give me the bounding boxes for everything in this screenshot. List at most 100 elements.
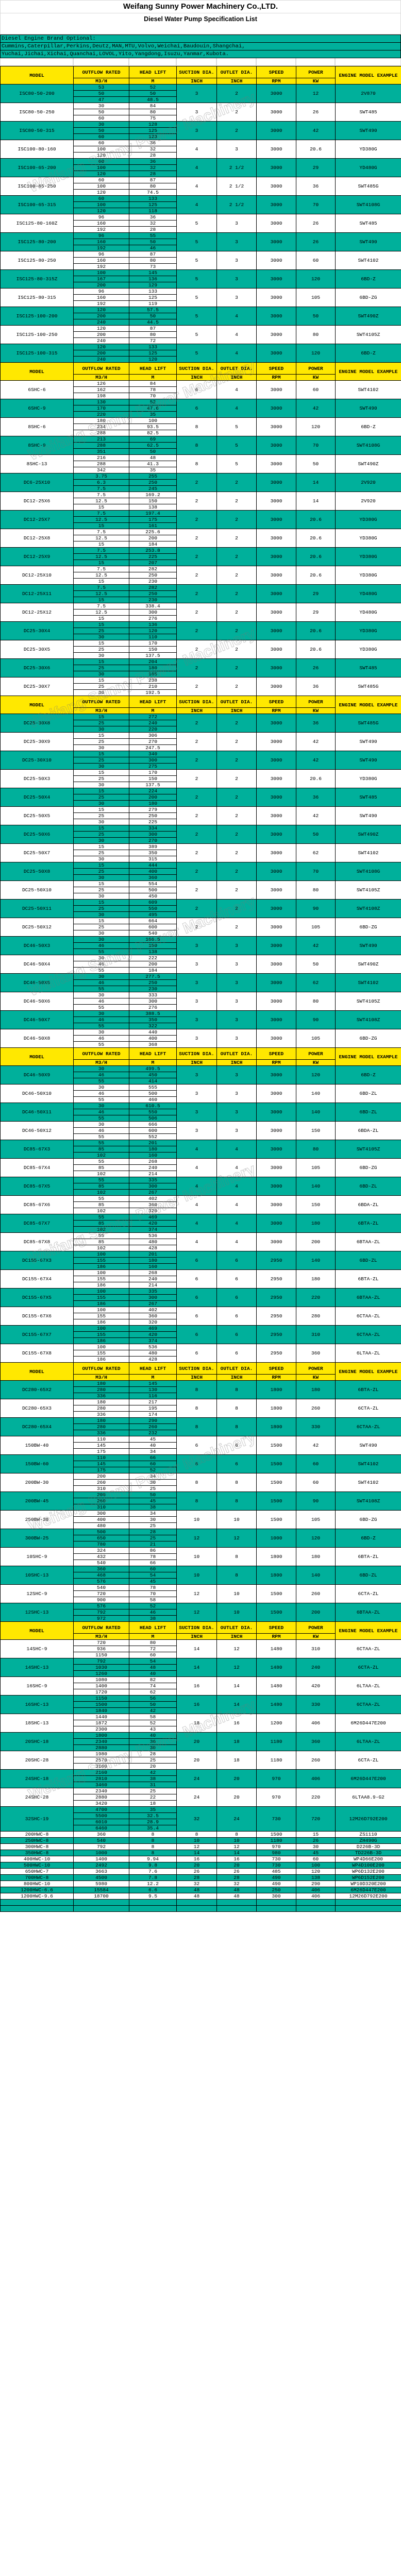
table-row[interactable]: 10SHC-9 324 86 10 8 1800 180 6BTA-ZL [0,1547,401,1566]
table-row[interactable]: 10SHC-13 360 60 10 8 1800 140 6BD-ZL [0,1566,401,1585]
table-row[interactable]: 100 32 [1,164,401,171]
table-row[interactable]: 102 267 [1,1189,401,1196]
table-row[interactable]: DC12-25X6 7.5 169.2 2 2 3000 14 2V920 [0,492,401,511]
table-row[interactable]: DC46-50X6 30 333 3 3 3000 80 SWT4105Z [0,992,401,1011]
table-row[interactable]: 12.5 150 [1,498,401,504]
table-row[interactable]: 55 460 [1,1096,401,1103]
table-row[interactable]: 120 28 [1,152,401,159]
table-row[interactable]: 3160 20 [1,1763,401,1770]
table-row[interactable]: DC25-50X11 15 609 2 2 3000 90 SWT4108Z [0,899,401,918]
table-row[interactable]: 25 250 [1,812,401,819]
table-row[interactable]: 15 184 [1,541,401,548]
table-row[interactable]: DC46-50X11 30 610.5 3 3 3000 140 6BD-ZL [0,1103,401,1122]
table-row[interactable]: 30 180 [1,800,401,807]
table-row[interactable]: DC25-50X7 15 389 2 2 3000 62 SWT4102 [0,843,401,862]
table-row[interactable]: 24SHC-28 2340 25 24 20 970 220 6LTAA8.9-G2 [0,1788,401,1807]
table-row[interactable]: ISC125-100-315 120 133 5 4 3000 120 6BD-Z [0,344,401,363]
table-row[interactable]: ISC100-65-315 60 133 4 2 1/2 3000 70 SWT4108G [0,195,401,214]
table-row[interactable]: 30 165 [1,671,401,677]
table-row[interactable]: DC12-25X10 7.5 282 2 2 3000 20.6 YD380G [0,566,401,585]
table-row[interactable]: DC25-50X4 15 224 2 2 3000 36 SWT485 [0,788,401,807]
table-row[interactable]: DC25-30X8 15 272 2 2 3000 36 SWT485G [0,714,401,733]
table-row[interactable]: 336 232 [1,1430,401,1436]
table-row[interactable]: 650 25 [1,1535,401,1541]
table-row[interactable]: 32SHC-19 4700 35 32 24 730 720 12M26D792E200 [0,1806,401,1832]
table-row[interactable]: 576 45 [1,1578,401,1585]
table-row[interactable]: 400HWC-10 1400 9.94 16 16 730 60 WP4D66E200 [0,1856,401,1862]
table-row[interactable]: DC155-67X5 100 335 6 6 2950 220 6BTAA-ZL [0,1288,401,1307]
table-row[interactable]: ISC125-100-200 120 57.5 5 4 3000 50 SWT490Z [0,307,401,326]
table-row[interactable]: 85 480 [1,1239,401,1245]
table-row[interactable]: 2810 38 [1,1775,401,1782]
table-row[interactable]: 25 600 [1,924,401,930]
table-row[interactable]: 30 137.5 [1,782,401,788]
table-row[interactable]: 160 80 [1,257,401,264]
table-row[interactable]: 25 150 [1,775,401,782]
table-row[interactable]: 162 78 [1,386,401,393]
table-row[interactable]: 25 550 [1,905,401,912]
table-row[interactable]: DC46-50X3 30 166.5 3 3 3000 42 SWT490 [0,936,401,955]
table-row[interactable]: 3460 31 [1,1782,401,1788]
table-row[interactable]: DC46-50X5 30 277.5 3 3 3000 62 SWT4102 [0,973,401,992]
table-row[interactable]: ISC125-80-315 96 133 5 3 3000 105 6BD-ZG [0,288,401,307]
table-row[interactable]: DC25-30X7 15 238 2 2 3000 36 SWT485G [0,677,401,696]
table-row[interactable]: 15 161 [1,522,401,529]
table-row[interactable]: ISC125-80-200 96 55 5 3 3000 26 SWT490 [0,232,401,251]
table-row[interactable]: 342 35 [1,467,401,473]
table-row[interactable]: 3420 18 [1,1800,401,1807]
table-row[interactable]: DC155-67X4 100 268 6 6 2950 180 6BTA-ZL [0,1269,401,1289]
table-row[interactable]: 46 150 [1,942,401,949]
table-row[interactable]: 14SHC-9 720 80 14 12 1480 310 6CTAA-ZL [0,1639,401,1658]
table-row[interactable]: 46 250 [1,979,401,986]
table-row[interactable]: ISC125-80-160Z 96 36 5 3 3000 26 SWT485 [0,214,401,233]
table-row[interactable]: 150BW-60 110 66 6 6 1500 60 SWT4102 [0,1454,401,1473]
table-row[interactable]: 192 119 [1,300,401,307]
table-row[interactable]: 350HWC-8 1000 8 14 14 980 45 TD226B-3D [0,1850,401,1856]
table-row[interactable]: DC12-25X8 7.5 225.6 2 2 3000 20.6 YD380G [0,529,401,548]
table-row[interactable]: 46 450 [1,1072,401,1078]
table-row[interactable]: 2880 22 [1,1794,401,1801]
table-row[interactable]: 30 247.5 [1,744,401,751]
table-row[interactable]: 150BW-40 110 45 6 6 1500 42 SWT490 [0,1436,401,1455]
table-row[interactable]: DC85-67X6 55 402 4 4 3000 150 6BDA-ZL [0,1195,401,1214]
table-row[interactable]: 24SHC-18 2160 42 24 20 970 406 6M26D447E200 [0,1769,401,1788]
table-row[interactable]: 186 320 [1,1319,401,1326]
table-row[interactable]: DC25-30X4 15 136 2 2 3000 20.6 YD380G [0,621,401,640]
table-row[interactable]: DC46-50X12 30 666 3 3 3000 150 6BDA-ZL [0,1121,401,1140]
table-row[interactable]: DC280-65X4 180 290 8 8 1800 330 6CTAA-ZL [0,1417,401,1436]
table-row[interactable]: 310 38 [1,1504,401,1511]
table-row[interactable]: DC46-50X9 30 499.5 3 3 3000 120 6BD-Z [0,1065,401,1084]
table-row[interactable]: 46 500 [1,1090,401,1097]
table-row[interactable]: 12.5 250 [1,590,401,597]
table-row[interactable]: 8SHC-9 213 69 8 5 3000 70 SWT4108G [0,436,401,455]
table-row[interactable]: 12SHC-13 576 52 12 10 1500 200 6BTAA-ZL [0,1603,401,1622]
table-row[interactable]: 1840 42 [1,1707,401,1714]
table-row[interactable]: 1260 40 [1,1670,401,1677]
table-row[interactable]: 12.5 175 [1,516,401,523]
table-row[interactable]: 15 230 [1,597,401,603]
table-row[interactable]: 200BW-45 200 50 8 8 1500 90 SWT4108Z [0,1492,401,1511]
table-row[interactable]: 30 137.5 [1,652,401,659]
table-row[interactable]: 25 300 [1,831,401,838]
table-row[interactable]: DC280-65X2 180 145 8 8 1800 180 6BTA-ZL [0,1380,401,1399]
table-row[interactable]: DC25-50X12 15 664 2 2 3000 105 6BD-ZG [0,918,401,937]
table-row[interactable]: 186 267 [1,1300,401,1307]
table-row[interactable]: 15 276 [1,615,401,622]
table-row[interactable]: 6SHC-6 126 84 6 4 3000 60 SWT4102 [0,380,401,399]
table-row[interactable]: 200HWC-8 360 8 8 8 1500 15 ZS1110 [0,1831,401,1838]
table-row[interactable]: DC25-50X6 15 334 2 2 3000 50 SWT490Z [0,825,401,844]
table-row[interactable]: 5500 32.5 [1,1812,401,1819]
table-row[interactable]: 12SHC-9 540 78 12 10 1500 260 6CTA-ZL [0,1584,401,1603]
table-row[interactable]: 46 350 [1,1016,401,1023]
table-row[interactable]: 25 120 [1,628,401,634]
table-row[interactable]: DC155-67X7 100 469 6 6 2950 310 6CTAA-ZL [0,1325,401,1344]
table-row[interactable]: ISC100-65-200 60 36 4 2 1/2 3000 29 YD480G [0,158,401,177]
table-row[interactable]: DC12-25X11 7.5 282 2 2 3000 29 YD480G [0,584,401,603]
table-row[interactable]: 25 300 [1,757,401,764]
table-row[interactable]: 155 360 [1,1313,401,1319]
table-row[interactable]: 18SHC-13 1440 58 18 16 1200 406 6M26D447E200 [0,1714,401,1733]
table-row[interactable]: 102 428 [1,1245,401,1251]
table-row[interactable]: 175 52 [1,1467,401,1473]
table-row[interactable]: 16SHC-9 1080 82 16 14 1480 420 6LTAA-ZL [0,1676,401,1696]
table-row[interactable]: 200 80 [1,331,401,338]
